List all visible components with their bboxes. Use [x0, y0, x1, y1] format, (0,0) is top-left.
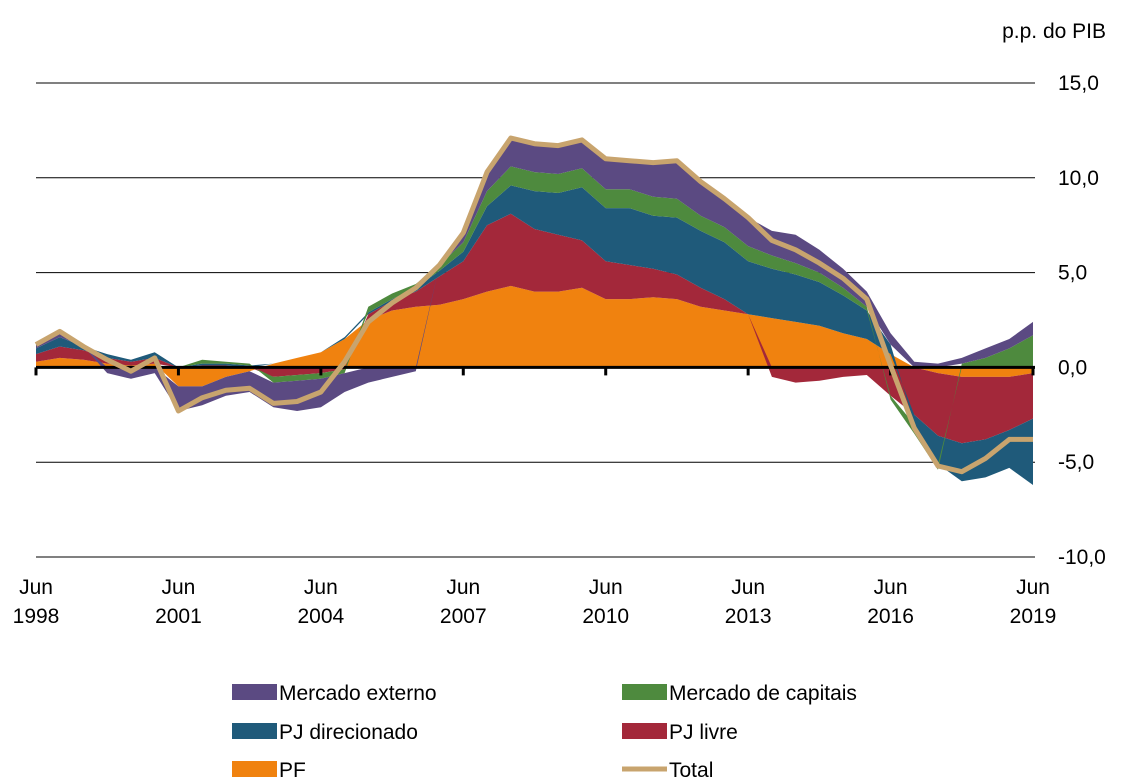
y-tick-label: 0,0: [1058, 356, 1087, 379]
legend-label: Mercado de capitais: [669, 682, 857, 705]
legend-label: Mercado externo: [279, 682, 437, 705]
legend-swatch: [232, 684, 277, 700]
axis: -10,0 -5,0 0,0 5,0 10,0 15,0 Jun 1998 Jun 2001 Jun…: [13, 72, 1106, 628]
legend-label: Total: [669, 759, 713, 781]
x-tick-label: Jun 2010: [582, 576, 629, 628]
y-tick-label: 10,0: [1058, 167, 1099, 190]
line: [34, 135, 1033, 475]
legend-swatch: [232, 723, 277, 739]
legend-swatch: [622, 723, 667, 739]
legend-label: PJ livre: [669, 721, 738, 744]
y-tick-label: -5,0: [1058, 451, 1094, 474]
y-tick-label: 5,0: [1058, 262, 1087, 285]
area: [36, 285, 1033, 387]
legend-swatch: [622, 684, 667, 700]
x-tick-label: Jun 1998: [13, 576, 60, 628]
y-tick-label: -10,0: [1058, 546, 1106, 569]
x-tick-label: Jun 2007: [440, 576, 487, 628]
x-tick-label: Jun 2001: [155, 576, 202, 628]
area: [36, 213, 1033, 444]
legend-swatch: [232, 761, 277, 777]
y-tick-label: 15,0: [1058, 72, 1099, 95]
x-tick-label: Jun 2013: [725, 576, 772, 628]
legend-label: PJ direcionado: [279, 721, 418, 744]
y-unit-label: p.p. do PIB: [1002, 20, 1106, 43]
x-tick-label: Jun 2019: [1010, 576, 1057, 628]
legend-label: PF: [279, 759, 306, 781]
x-tick-label: Jun 2016: [867, 576, 914, 628]
x-tick-label: Jun 2004: [297, 576, 344, 628]
lines: [34, 135, 1033, 475]
areas: [36, 138, 1033, 485]
